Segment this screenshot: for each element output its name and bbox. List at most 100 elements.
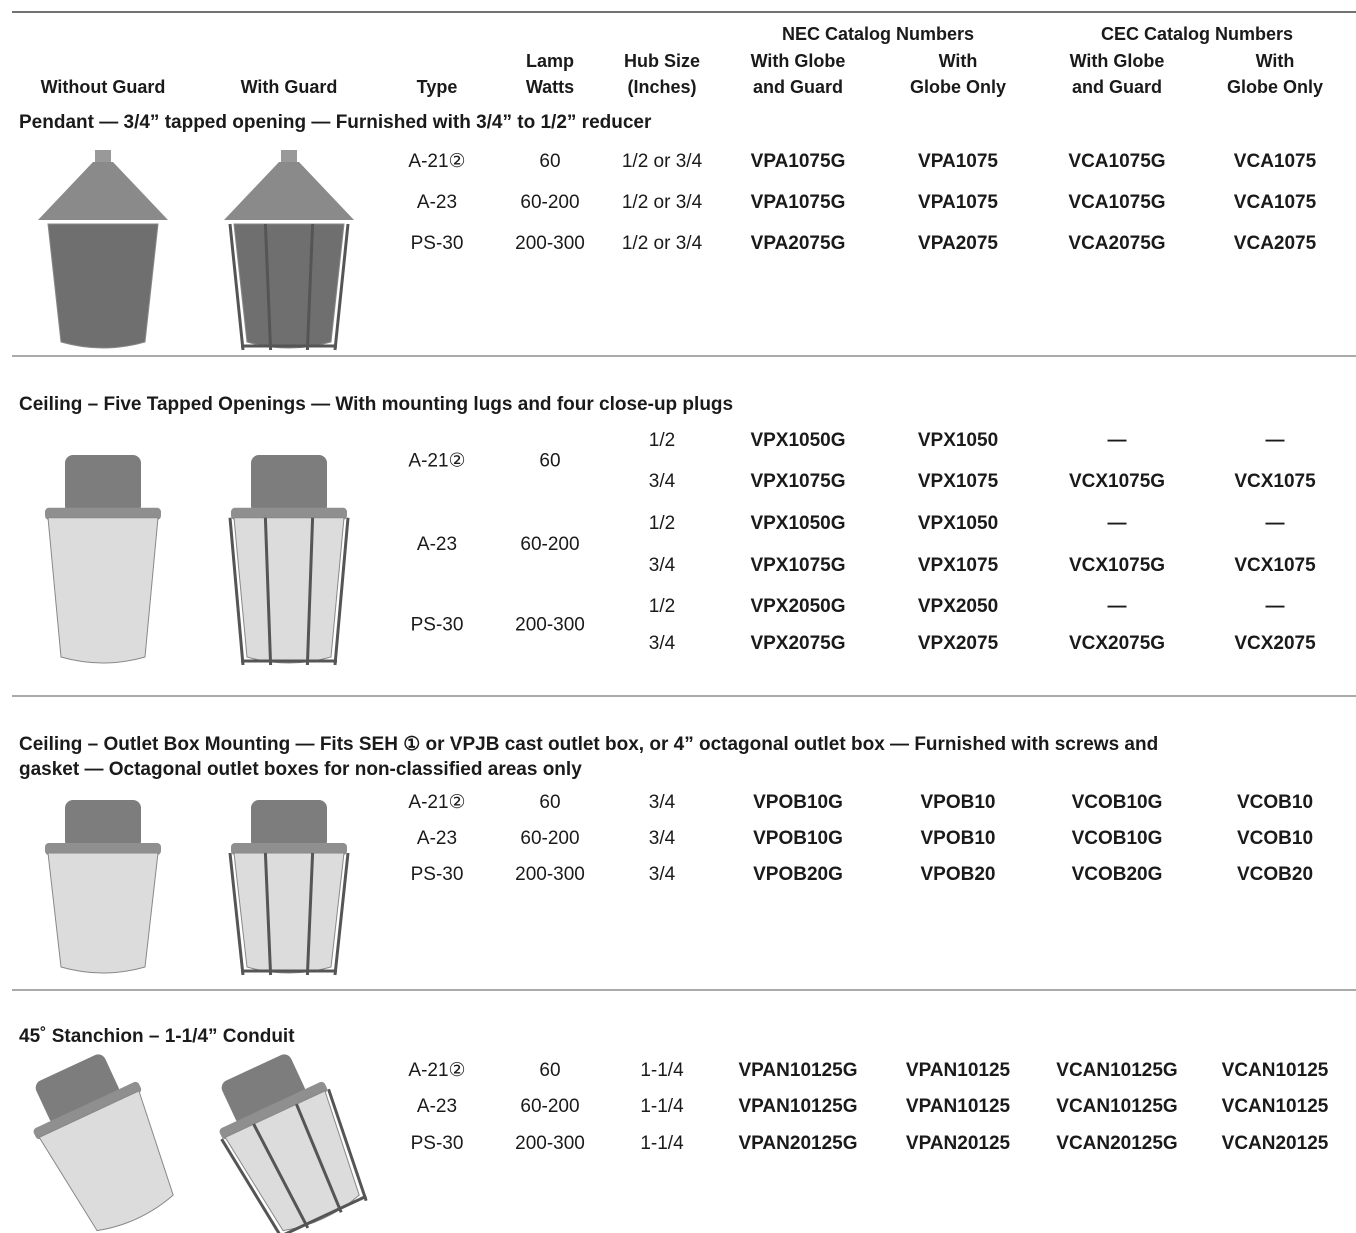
lamp-without-guard [45,800,161,974]
type: PS-30 [411,1133,464,1154]
lamp-watts: 60-200 [520,192,579,213]
hub-size: 1-1/4 [640,1060,684,1081]
guard-bar [228,223,245,351]
lamp-without-guard [45,455,161,664]
lamp-without-guard [38,150,168,349]
hub-size: 1/2 or 3/4 [622,151,703,172]
cap [65,455,141,514]
catalog-number: VPAN20125 [906,1133,1011,1154]
type: PS-30 [411,615,464,636]
hub-size: 1/2 [649,596,675,617]
hub-size: 1/2 or 3/4 [622,233,703,254]
catalog-number: VCAN20125G [1056,1133,1177,1154]
flange [231,843,347,855]
hub-size: 3/4 [649,633,676,654]
type: A-21② [408,151,465,172]
globe [233,517,345,664]
catalog-number: — [1266,513,1285,534]
hub-size: 3/4 [649,792,676,813]
column-header: Lamp [526,51,574,71]
catalog-number: VCA1075G [1068,151,1165,172]
section-title: gasket — Octagonal outlet boxes for non-… [19,759,582,780]
globe [47,852,159,974]
hub [281,150,297,164]
type: A-21② [408,792,465,813]
lamp-without-guard [33,1054,174,1232]
globe [47,517,159,664]
globe [224,1090,360,1232]
catalog-number: VPAN20125G [739,1133,858,1154]
catalog-number: — [1108,430,1127,451]
group-header: CEC Catalog Numbers [1101,24,1293,44]
catalog-number: VPX2075G [750,633,845,654]
catalog-number: VCOB10 [1237,792,1313,813]
type: A-23 [417,534,457,555]
hub-size: 3/4 [649,555,676,576]
lamp-watts: 60-200 [520,828,579,849]
hub [95,150,111,164]
lamp-with-guard [219,1054,368,1233]
flange [219,1081,328,1140]
cap [251,800,327,849]
column-header: Watts [526,77,574,97]
group-header: NEC Catalog Numbers [782,24,974,44]
lamp-watts: 60 [539,151,560,172]
catalog-number: VCA2075G [1068,233,1165,254]
catalog-number: VPX1050 [918,513,998,534]
type: A-21② [408,451,465,472]
catalog-number: VPOB10 [921,828,996,849]
hub-size: 1-1/4 [640,1096,684,1117]
flange [45,843,161,855]
cap [65,800,141,849]
guard-bar [305,517,315,666]
hub-size: 3/4 [649,471,676,492]
catalog-number: VPX1050G [750,430,845,451]
catalog-number: — [1108,513,1127,534]
catalog-number: VPX1075 [918,555,999,576]
guard-bar [333,517,350,666]
column-header: Type [417,77,458,97]
section-title: Ceiling – Five Tapped Openings — With mo… [19,394,733,415]
catalog-number: VCA1075G [1068,192,1165,213]
cap [251,455,327,514]
catalog-number: VPX1050G [750,513,845,534]
type: PS-30 [411,864,464,885]
catalog-number: VPOB20G [753,864,843,885]
catalog-number: VPAN10125G [739,1060,858,1081]
type: A-21② [408,1060,465,1081]
lamp-with-guard [224,150,354,351]
catalog-number: VPX1075G [750,555,845,576]
section-title: 45˚ Stanchion – 1-1/4” Conduit [19,1026,295,1047]
catalog-number: VPA2075G [751,233,846,254]
globe [47,223,159,349]
section-title: Pendant — 3/4” tapped opening — Furnishe… [19,112,652,133]
catalog-number: VCOB10 [1237,828,1313,849]
lamp-watts: 60 [539,451,560,472]
type: A-23 [417,192,457,213]
lamp-watts: 200-300 [515,864,585,885]
section-title: Ceiling – Outlet Box Mounting — Fits SEH… [19,734,1158,755]
catalog-number: VPAN10125 [906,1096,1011,1117]
catalog-number: VPX2075 [918,633,999,654]
catalog-number: VPOB20 [921,864,996,885]
column-header: and Guard [1072,77,1162,97]
cap [221,1054,306,1124]
catalog-number: VCAN10125G [1056,1060,1177,1081]
type: A-23 [417,828,457,849]
cap [224,162,354,220]
globe [38,1090,174,1232]
column-header: Globe Only [910,77,1006,97]
catalog-number: VPX2050 [918,596,998,617]
catalog-number: VPA1075 [918,192,998,213]
hub-size: 3/4 [649,864,676,885]
column-header: Without Guard [41,77,166,97]
guard-bar [263,852,273,976]
hub-size: 1/2 [649,513,675,534]
flange [231,507,347,520]
column-header: With [1256,51,1295,71]
column-header: Globe Only [1227,77,1323,97]
lamp-watts: 200-300 [515,615,585,636]
guard-bar [295,1103,343,1213]
catalog-number: VPA1075G [751,151,846,172]
lamp-with-guard [228,800,350,976]
